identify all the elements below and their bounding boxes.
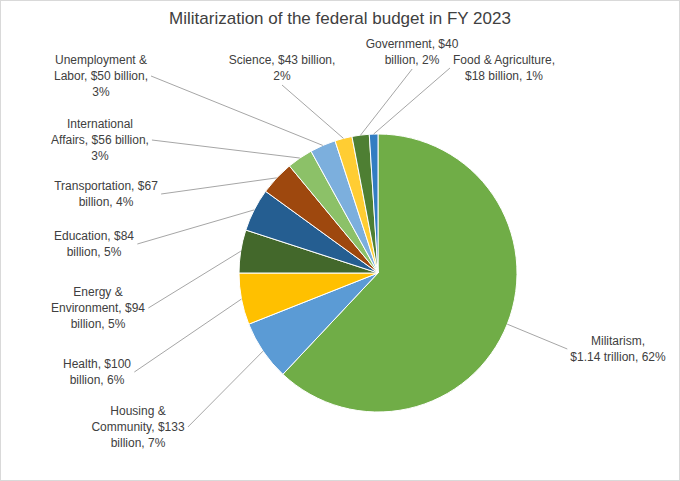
leader-line <box>152 140 300 158</box>
data-label-line: Energy & <box>73 285 122 299</box>
leader-line <box>161 178 277 194</box>
leader-line <box>188 351 263 427</box>
leader-line <box>507 324 567 349</box>
data-label: Housing & Community, $133 billion, 7% <box>91 404 184 450</box>
data-label: Government, $40 billion, 2% <box>366 37 459 67</box>
pie-slice <box>369 134 378 273</box>
data-label: Education, $84 billion, 5% <box>54 229 134 259</box>
pie-slice <box>352 134 378 273</box>
data-label-line: Unemployment & <box>55 53 147 67</box>
data-label: Health, $100 billion, 6% <box>63 357 131 387</box>
leader-line <box>134 299 241 372</box>
data-label-line: billion, 6% <box>70 373 125 387</box>
data-label: Unemployment & Labor, $50 billion, 3% <box>54 53 148 99</box>
data-label-line: $1.14 trillion, 62% <box>570 350 666 364</box>
pie <box>239 134 517 412</box>
data-label-line: Science, $43 billion, <box>229 53 336 67</box>
leader-lines <box>134 68 567 427</box>
leader-line <box>151 76 323 145</box>
data-label-line: Labor, $50 billion, <box>54 69 148 83</box>
data-label: International Affairs, $56 billion, 3% <box>51 117 149 163</box>
data-label-line: Militarism, <box>591 334 645 348</box>
data-label-line: billion, 5% <box>67 245 122 259</box>
chart-title: Militarization of the federal budget in … <box>169 9 511 28</box>
data-label-line: Food & Agriculture, <box>453 53 555 67</box>
data-label-line: Community, $133 <box>91 420 184 434</box>
data-label-line: 3% <box>92 85 110 99</box>
data-label-line: 3% <box>91 149 109 163</box>
leader-line <box>148 251 240 308</box>
data-label: Militarism, $1.14 trillion, 62% <box>570 334 666 364</box>
leader-line <box>374 68 450 134</box>
leader-line <box>282 85 343 138</box>
data-label-line: billion, 7% <box>111 436 166 450</box>
data-label-line: Government, $40 <box>366 37 459 51</box>
data-label-line: Housing & <box>110 404 165 418</box>
chart-frame <box>1 1 680 481</box>
leader-line <box>361 69 413 135</box>
pie-slice <box>239 273 378 324</box>
data-label-line: Environment, $94 <box>51 301 145 315</box>
data-label: Science, $43 billion, 2% <box>229 53 336 83</box>
data-label-line: International <box>67 117 133 131</box>
data-label-line: 2% <box>273 69 291 83</box>
data-label: Food & Agriculture, $18 billion, 1% <box>453 53 555 83</box>
data-label: Transportation, $67 billion, 4% <box>54 179 158 209</box>
data-label-line: Transportation, $67 <box>54 179 158 193</box>
data-label-line: Health, $100 <box>63 357 131 371</box>
data-label-line: Education, $84 <box>54 229 134 243</box>
data-labels: Militarism, $1.14 trillion, 62% Housing & C… <box>51 37 666 450</box>
data-label: Energy & Environment, $94 billion, 5% <box>51 285 145 331</box>
data-label-line: Affairs, $56 billion, <box>51 133 149 147</box>
data-label-line: billion, 2% <box>385 53 440 67</box>
data-label-line: billion, 5% <box>71 317 126 331</box>
data-label-line: billion, 4% <box>79 195 134 209</box>
data-label-line: $18 billion, 1% <box>465 69 543 83</box>
leader-line <box>137 210 254 244</box>
